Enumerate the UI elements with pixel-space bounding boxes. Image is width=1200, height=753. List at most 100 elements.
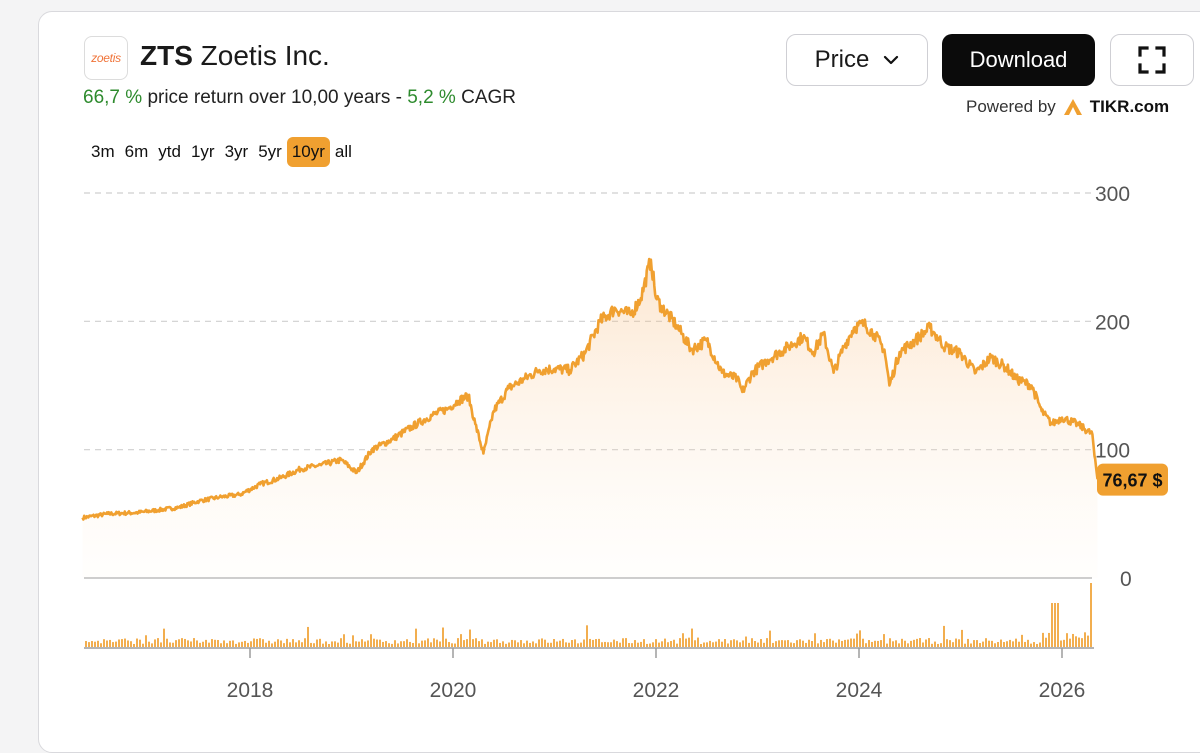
volume-bar <box>391 643 393 647</box>
volume-bar <box>1054 603 1056 647</box>
range-10yr[interactable]: 10yr <box>286 137 330 167</box>
volume-bar <box>625 638 627 647</box>
volume-bar <box>718 639 720 647</box>
volume-bar <box>151 643 153 647</box>
volume-bar <box>547 642 549 647</box>
volume-bar <box>1033 642 1035 647</box>
tikr-brand[interactable]: TIKR.com <box>1089 97 1170 116</box>
volume-bar <box>244 640 246 647</box>
volume-bar <box>142 643 144 647</box>
volume-bar <box>988 640 990 647</box>
volume-bar <box>991 640 993 647</box>
volume-bar <box>943 625 945 647</box>
range-ytd[interactable]: ytd <box>158 142 181 161</box>
volume-bar <box>289 642 291 647</box>
volume-bar <box>1042 632 1044 647</box>
volume-bar <box>85 641 87 647</box>
volume-bar <box>823 642 825 647</box>
volume-bar <box>940 643 942 647</box>
volume-bar <box>202 641 204 647</box>
volume-bar <box>163 628 165 647</box>
volume-bar <box>154 639 156 647</box>
volume-bar <box>199 642 201 647</box>
volume-bar <box>259 638 261 647</box>
volume-bar <box>760 639 762 647</box>
volume-bar <box>589 638 591 647</box>
volume-bar <box>562 638 564 647</box>
volume-bar <box>190 641 192 647</box>
range-6m[interactable]: 6m <box>124 142 149 161</box>
volume-bar <box>406 639 408 647</box>
volume-bar <box>892 641 894 647</box>
volume-bar <box>520 640 522 647</box>
volume-bar <box>397 643 399 647</box>
powered-by: Powered by TIKR.com <box>966 97 1169 117</box>
volume-bar <box>721 641 723 647</box>
volume-bar <box>673 639 675 647</box>
volume-bar <box>457 638 459 647</box>
volume-bar <box>658 642 660 647</box>
range-3yr[interactable]: 3yr <box>224 142 249 161</box>
volume-bar <box>1060 640 1062 647</box>
volume-bar <box>622 638 624 647</box>
price-dropdown[interactable]: Price <box>786 34 928 86</box>
volume-bar <box>889 638 891 647</box>
range-3m[interactable]: 3m <box>91 142 115 161</box>
volume-bar <box>745 636 747 647</box>
volume-bar <box>118 639 120 647</box>
x-tick-label: 2024 <box>836 679 883 702</box>
volume-bar <box>568 642 570 647</box>
volume-bar <box>115 641 117 647</box>
volume-bar <box>538 639 540 647</box>
volume-bar <box>946 639 948 647</box>
volume-bar <box>97 640 99 647</box>
range-5yr[interactable]: 5yr <box>258 142 282 161</box>
range-all[interactable]: all <box>334 142 352 161</box>
volume-bar <box>661 641 663 647</box>
volume-bar <box>130 641 132 647</box>
volume-bar <box>826 639 828 647</box>
volume-bar <box>664 638 666 647</box>
volume-bar <box>376 639 378 647</box>
volume-bar <box>412 642 414 647</box>
volume-bar <box>415 628 417 647</box>
volume-bar <box>247 642 249 647</box>
volume-bar <box>277 639 279 647</box>
volume-bar <box>880 640 882 647</box>
volume-bar <box>343 634 345 647</box>
volume-bar <box>817 643 819 647</box>
range-1yr[interactable]: 1yr <box>190 142 215 161</box>
volume-bar <box>556 641 558 647</box>
volume-bar <box>850 638 852 647</box>
ticker-symbol: ZTS <box>140 40 193 71</box>
volume-bar <box>703 642 705 647</box>
volume-bar <box>499 642 501 647</box>
volume-bar <box>205 639 207 647</box>
volume-bar <box>805 642 807 647</box>
volume-bar <box>496 639 498 647</box>
volume-bar <box>715 641 717 647</box>
volume-bar <box>124 638 126 647</box>
volume-bar <box>334 641 336 647</box>
volume-bar <box>346 642 348 647</box>
volume-bar <box>676 643 678 647</box>
volume-bar <box>628 643 630 647</box>
volume-bar <box>232 640 234 647</box>
volume-bar <box>709 640 711 647</box>
volume-bar <box>1048 632 1050 647</box>
download-button[interactable]: Download <box>942 34 1095 86</box>
volume-bar <box>472 639 474 647</box>
volume-bar <box>847 639 849 647</box>
volume-bar <box>448 642 450 647</box>
fullscreen-button[interactable] <box>1110 34 1194 86</box>
volume-bar <box>1045 637 1047 647</box>
volume-bar <box>139 639 141 647</box>
volume-bar <box>175 640 177 647</box>
volume-bar <box>370 634 372 647</box>
volume-bar <box>922 642 924 647</box>
volume-bar <box>286 638 288 647</box>
volume-bar <box>1084 632 1086 647</box>
volume-bar <box>646 643 648 647</box>
volume-bar <box>787 640 789 647</box>
volume-bar <box>577 643 579 647</box>
